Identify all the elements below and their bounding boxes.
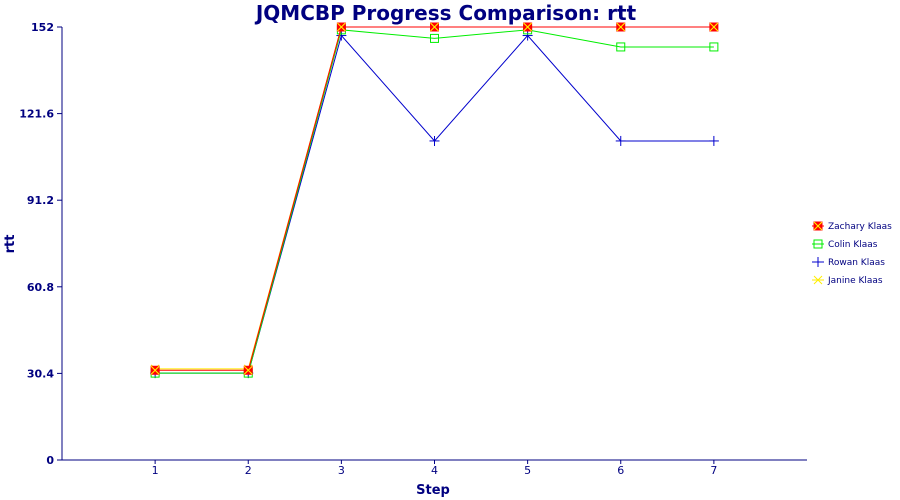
- x-tick-label: 5: [524, 464, 531, 477]
- data-point: [615, 135, 626, 146]
- series-1: [150, 25, 719, 378]
- x-tick-label: 1: [152, 464, 159, 477]
- x-tick-label: 4: [431, 464, 438, 477]
- legend-marker: [813, 239, 823, 249]
- legend-label: Zachary Klaas: [828, 222, 892, 232]
- legend-label: Colin Klaas: [828, 240, 878, 250]
- data-point: [708, 135, 719, 146]
- chart-title: JQMCBP Progress Comparison: rtt: [254, 1, 637, 25]
- series-0: [150, 22, 719, 375]
- legend-item: Zachary Klaas: [812, 221, 892, 232]
- data-point: [522, 30, 533, 41]
- series-line: [155, 26, 714, 371]
- data-point: [430, 33, 439, 43]
- x-tick-label: 3: [338, 464, 345, 477]
- data-point-cross: [243, 365, 253, 375]
- data-point: [429, 135, 440, 146]
- y-axis-label: rtt: [3, 235, 18, 254]
- series-line: [155, 29, 714, 374]
- y-axis-ticks: 0 30.4 60.8 91.2 121.6 152: [19, 21, 62, 467]
- x-axis-ticks: 1 2 3 4 5 6 7: [152, 460, 717, 477]
- x-tick-label: 7: [710, 464, 717, 477]
- y-tick-label: 30.4: [27, 367, 54, 380]
- data-point-cross: [430, 22, 439, 32]
- legend-label: Janine Klaas: [827, 276, 883, 286]
- y-tick-label: 60.8: [27, 281, 54, 294]
- data-point-cross: [150, 365, 160, 375]
- x-tick-label: 2: [245, 464, 252, 477]
- y-tick-label: 0: [46, 454, 54, 467]
- legend-label: Rowan Klaas: [828, 258, 885, 268]
- y-tick-label: 91.2: [27, 194, 54, 207]
- data-point: [336, 30, 347, 41]
- legend-marker: [813, 257, 823, 267]
- legend-marker: [813, 275, 823, 285]
- x-tick-label: 6: [617, 464, 624, 477]
- data-point-cross: [523, 22, 532, 32]
- legend-item: Rowan Klaas: [812, 257, 885, 268]
- x-axis-label: Step: [416, 483, 450, 498]
- data-point-cross: [337, 22, 346, 32]
- data-point-cross: [709, 22, 719, 32]
- legend: Zachary Klaas Colin Klaas Rowan Klaas Janin…: [812, 221, 892, 286]
- legend-item: Janine Klaas: [812, 275, 883, 286]
- series-line: [155, 26, 714, 370]
- y-tick-label: 152: [31, 21, 54, 34]
- series-line: [155, 34, 714, 374]
- y-tick-label: 121.6: [19, 108, 54, 121]
- legend-marker-b: [813, 275, 823, 285]
- data-point: [709, 42, 719, 52]
- series-layer: [150, 22, 719, 379]
- axes: [61, 27, 807, 461]
- legend-item: Colin Klaas: [812, 239, 878, 250]
- data-point-cross: [616, 22, 626, 32]
- series-3: [150, 22, 719, 374]
- data-point: [616, 42, 626, 52]
- legend-marker-cross: [813, 221, 823, 231]
- series-2: [150, 30, 719, 379]
